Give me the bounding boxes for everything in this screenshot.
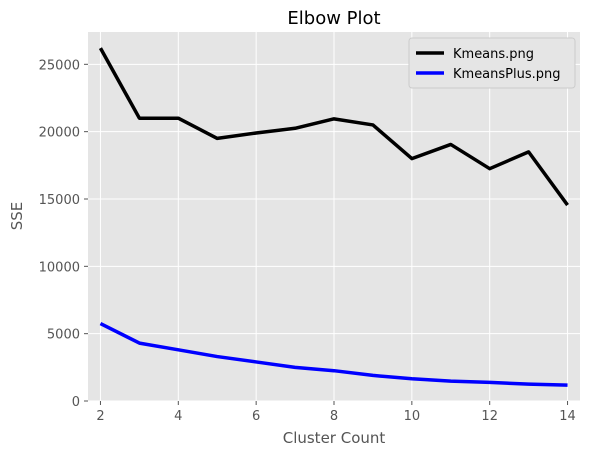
x-tick-label: 12 — [481, 409, 498, 424]
legend: Kmeans.png KmeansPlus.png — [408, 37, 576, 89]
y-tick-labels: 0 5000 10000 15000 20000 25000 — [39, 58, 88, 410]
x-axis-label: Cluster Count — [283, 429, 386, 447]
legend-box — [408, 37, 576, 89]
y-tick-label: 20000 — [39, 126, 80, 141]
x-tick-label: 4 — [174, 409, 182, 424]
y-tick-label: 15000 — [39, 193, 80, 208]
x-tick-label: 8 — [330, 409, 338, 424]
y-tick-label: 10000 — [39, 260, 80, 275]
y-tick-label: 25000 — [39, 58, 80, 73]
x-tick-labels: 2 4 6 8 10 12 14 — [96, 401, 576, 424]
series-line-kmeansplus-png — [99, 321, 568, 387]
series-lines — [98, 47, 569, 387]
legend-label-kmeansplus: KmeansPlus.png — [453, 67, 561, 82]
y-tick-label: 0 — [72, 395, 80, 410]
chart-title: Elbow Plot — [287, 8, 380, 29]
x-tick-label: 6 — [252, 409, 260, 424]
grid-lines — [88, 32, 580, 402]
y-axis-label: SSE — [8, 202, 26, 231]
x-tick-label: 14 — [559, 409, 576, 424]
series-line-kmeans-png — [98, 47, 569, 207]
x-tick-label: 2 — [96, 409, 104, 424]
legend-label-kmeans: Kmeans.png — [453, 47, 534, 62]
x-tick-label: 10 — [404, 409, 421, 424]
y-tick-label: 5000 — [47, 328, 80, 343]
